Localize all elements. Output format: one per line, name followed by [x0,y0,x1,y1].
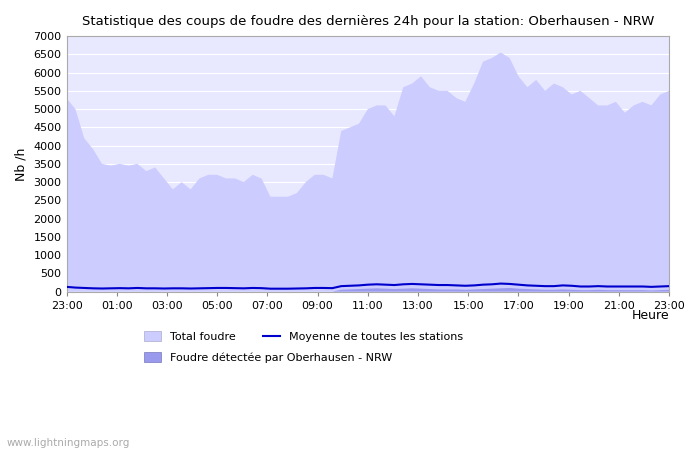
Legend: Foudre détectée par Oberhausen - NRW: Foudre détectée par Oberhausen - NRW [144,352,392,363]
Text: www.lightningmaps.org: www.lightningmaps.org [7,438,130,448]
Title: Statistique des coups de foudre des dernières 24h pour la station: Oberhausen - : Statistique des coups de foudre des dern… [82,15,654,28]
Text: Heure: Heure [631,310,669,323]
Y-axis label: Nb /h: Nb /h [15,147,28,180]
